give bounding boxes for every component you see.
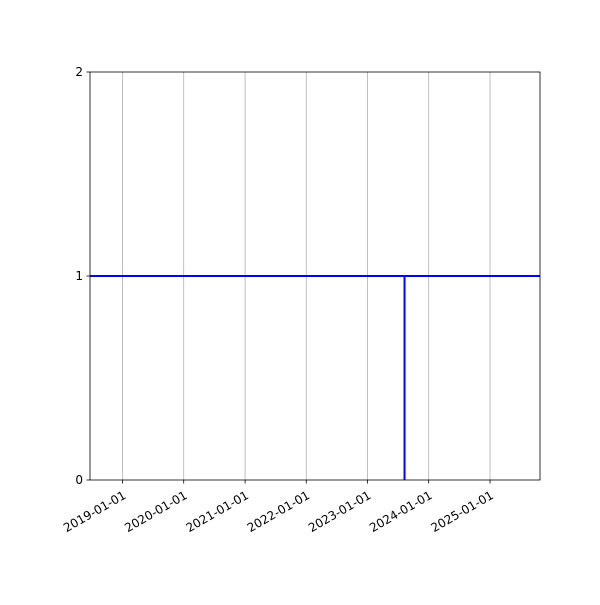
plot-frame [89,71,541,481]
x-tick-label: 2022-01-01 [245,488,312,535]
x-tick-label: 2019-01-01 [61,488,128,535]
y-tick-label: 1 [75,269,83,283]
x-tick-label: 2023-01-01 [306,488,373,535]
series-line [90,275,540,480]
x-tick-label: 2025-01-01 [429,488,496,535]
x-tick-label: 2021-01-01 [184,488,251,535]
y-tick-label: 2 [75,65,83,79]
y-tick-label: 0 [75,473,83,487]
x-tick-label: 2024-01-01 [367,488,434,535]
x-tick-label: 2020-01-01 [122,488,189,535]
